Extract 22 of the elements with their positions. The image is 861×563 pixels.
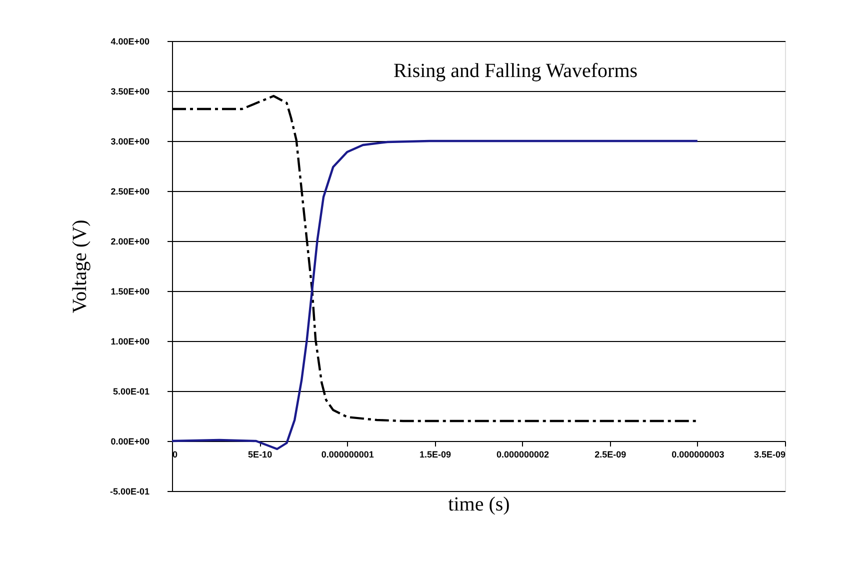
x-tick-label: 0 xyxy=(172,450,178,460)
y-axis-title: Voltage (V) xyxy=(68,220,91,314)
line-series xyxy=(170,140,699,450)
y-tick-label: 1.50E+00 xyxy=(110,286,150,296)
y-tick-label: 2.50E+00 xyxy=(110,186,150,196)
x-tick-label: 0.000000001 xyxy=(321,450,374,460)
x-tick-label: 1.5E-09 xyxy=(419,450,451,460)
y-tick-label: 1.00E+00 xyxy=(110,336,150,346)
y-tick-label: 3.50E+00 xyxy=(110,86,150,96)
x-axis-title: time (s) xyxy=(448,494,510,516)
y-tick-label: 3.00E+00 xyxy=(110,136,150,146)
x-tick-label: 2.5E-09 xyxy=(594,450,626,460)
x-tick-label: 5E-10 xyxy=(248,450,272,460)
text: Rising and Falling Waveforms xyxy=(393,60,638,82)
y-tick-label: 4.00E+00 xyxy=(110,36,150,46)
x-tick-label: 0.000000002 xyxy=(496,450,550,460)
y-tick-label: 0.00E+00 xyxy=(110,436,150,446)
x-tick-label: 3.5E-09 xyxy=(754,450,786,460)
x-tick-label: 0.000000003 xyxy=(672,450,724,460)
y-tick-label: 2.00E+00 xyxy=(110,236,150,246)
y-tick-label: -5.00E-01 xyxy=(110,486,150,496)
y-tick-label: 5.00E-01 xyxy=(112,386,150,396)
